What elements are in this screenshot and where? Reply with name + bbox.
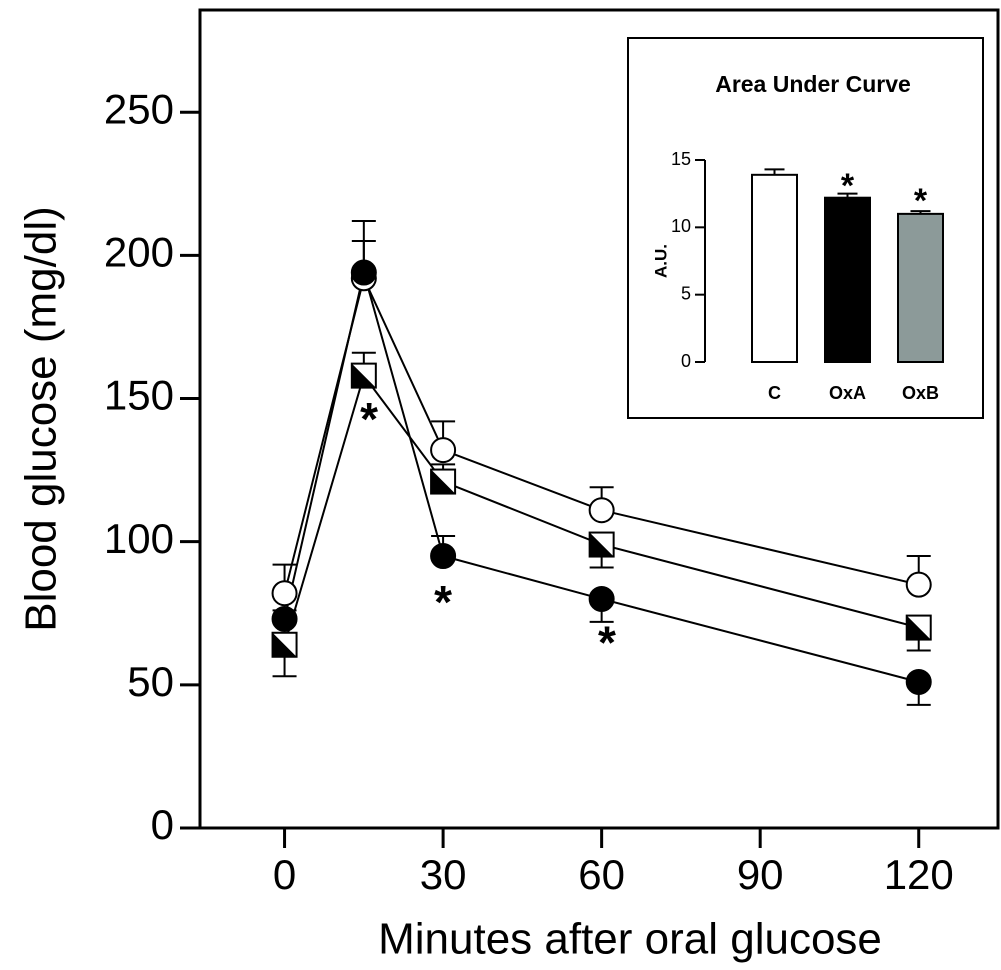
marker xyxy=(350,259,377,286)
x-tick-label: 120 xyxy=(884,851,954,898)
x-tick-label: 30 xyxy=(420,851,467,898)
marker-half xyxy=(272,632,297,657)
marker-half xyxy=(351,363,376,388)
inset-annotation: * xyxy=(914,182,928,220)
marker xyxy=(905,668,932,695)
marker xyxy=(271,580,298,607)
marker xyxy=(430,543,457,569)
inset-y-tick-label: 5 xyxy=(681,283,691,303)
y-tick-label: 150 xyxy=(104,372,174,419)
inset-y-tick-label: 10 xyxy=(671,216,691,236)
y-tick-label: 200 xyxy=(104,228,174,275)
inset-bar xyxy=(751,173,798,363)
marker xyxy=(430,437,457,464)
inset-title: Area Under Curve xyxy=(715,71,911,97)
x-tick-label: 90 xyxy=(737,851,784,898)
marker-half xyxy=(431,469,456,494)
y-axis-title: Blood glucose (mg/dl) xyxy=(17,206,66,632)
plot-frame xyxy=(198,8,1000,830)
annotation: * xyxy=(360,393,378,445)
annotation: * xyxy=(598,616,616,668)
x-tick-label: 0 xyxy=(273,851,296,898)
x-tick-label: 60 xyxy=(578,851,625,898)
inset-annotation: * xyxy=(841,167,855,205)
y-tick-label: 250 xyxy=(104,85,174,132)
inset-x-tick-label: OxB xyxy=(902,383,939,403)
marker-half xyxy=(589,532,614,557)
y-tick-label: 100 xyxy=(104,515,174,562)
x-axis-title: Minutes after oral glucose xyxy=(378,915,882,964)
inset-y-tick-label: 15 xyxy=(671,149,691,169)
y-tick-label: 50 xyxy=(127,658,174,705)
inset-x-tick-label: C xyxy=(768,383,781,403)
inset-y-tick-label: 0 xyxy=(681,351,691,371)
marker xyxy=(588,497,615,524)
annotation: * xyxy=(434,576,452,628)
inset-bar xyxy=(897,212,944,363)
marker-half xyxy=(906,615,931,640)
marker xyxy=(271,605,298,632)
y-tick-label: 0 xyxy=(151,801,174,848)
inset-x-tick-label: OxA xyxy=(829,383,866,403)
marker xyxy=(905,571,932,598)
inset-y-axis-title: A.U. xyxy=(651,244,670,278)
inset-bar xyxy=(824,196,871,363)
marker xyxy=(588,585,615,612)
